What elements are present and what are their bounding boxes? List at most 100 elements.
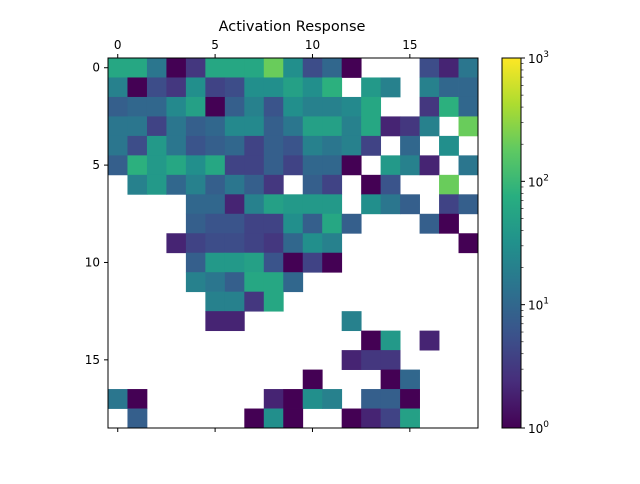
heatmap-cell — [263, 389, 284, 409]
heatmap-cell — [244, 135, 265, 156]
heatmap-cell — [419, 77, 440, 98]
heatmap-cell — [205, 233, 226, 254]
heatmap-cell — [400, 369, 420, 390]
heatmap-cell — [322, 96, 343, 117]
colorbar: 100 101 102 103 — [501, 50, 549, 436]
heatmap-cell — [127, 96, 148, 117]
heatmap-cell — [322, 233, 343, 254]
heatmap-cell — [341, 311, 362, 332]
chart-title: Activation Response — [219, 19, 366, 35]
heatmap-cell — [283, 408, 304, 429]
heatmap-cell — [302, 155, 323, 176]
heatmap-cell — [322, 58, 343, 78]
heatmap-cell — [283, 272, 304, 293]
colorbar-gradient — [502, 58, 521, 428]
heatmap-cell — [380, 77, 401, 98]
heatmap-cell — [205, 96, 226, 117]
heatmap-cell — [166, 135, 187, 156]
heatmap-cell — [322, 389, 343, 409]
heatmap-cell — [224, 233, 245, 254]
heatmap-cell — [185, 213, 206, 234]
heatmap-cell — [166, 96, 187, 117]
heatmap-cell — [224, 174, 245, 195]
heatmap-cell — [283, 389, 304, 409]
heatmap-cell — [361, 408, 382, 429]
heatmap-cell — [127, 174, 148, 195]
heatmap-cell — [283, 135, 304, 156]
heatmap-cell — [419, 116, 440, 137]
heatmap-cell — [244, 96, 265, 117]
heatmap-cell — [205, 291, 226, 312]
heatmap-cell — [224, 291, 245, 312]
heatmap-cell — [361, 194, 382, 215]
heatmap-cells — [108, 58, 479, 429]
heatmap-cell — [283, 233, 304, 254]
heatmap-cell — [108, 58, 128, 78]
heatmap-cell — [185, 233, 206, 254]
heatmap-cell — [322, 194, 343, 215]
heatmap-cell — [439, 194, 459, 215]
heatmap-cell — [361, 77, 382, 98]
heatmap-cell — [283, 116, 304, 137]
heatmap-cell — [361, 96, 382, 117]
colorbar-tick-label: 102 — [528, 173, 549, 189]
heatmap-cell — [341, 408, 362, 429]
heatmap-cell — [302, 135, 323, 156]
y-tick-label: 5 — [92, 158, 100, 172]
heatmap-cell — [263, 174, 284, 195]
heatmap-cell — [244, 194, 265, 215]
x-tick-label: 0 — [114, 38, 122, 52]
heatmap-cell — [244, 291, 265, 312]
heatmap-cell — [224, 77, 245, 98]
heatmap-cell — [263, 116, 284, 137]
heatmap-cell — [244, 233, 265, 254]
heatmap-cell — [302, 233, 323, 254]
heatmap-cell — [458, 194, 479, 215]
heatmap-cell — [302, 389, 323, 409]
heatmap-cell — [244, 155, 265, 176]
heatmap-cell — [439, 213, 459, 234]
heatmap-cell — [205, 252, 226, 273]
heatmap-cell — [166, 233, 187, 254]
heatmap-cell — [185, 252, 206, 273]
heatmap-cell — [400, 389, 420, 409]
heatmap-cell — [439, 135, 459, 156]
heatmap-cell — [205, 311, 226, 332]
heatmap-cell — [224, 155, 245, 176]
heatmap-cell — [205, 58, 226, 78]
heatmap-cell — [244, 58, 265, 78]
heatmap-cell — [283, 213, 304, 234]
heatmap-cell — [244, 77, 265, 98]
heatmap-cell — [127, 389, 148, 409]
x-tick-label: 5 — [211, 38, 219, 52]
heatmap-cell — [146, 77, 167, 98]
heatmap-cell — [224, 252, 245, 273]
heatmap-cell — [108, 135, 128, 156]
heatmap-cell — [108, 389, 128, 409]
heatmap-cell — [419, 96, 440, 117]
heatmap-cell — [205, 174, 226, 195]
heatmap-cell — [205, 155, 226, 176]
heatmap-cell — [283, 155, 304, 176]
heatmap-cell — [166, 174, 187, 195]
heatmap-cell — [244, 213, 265, 234]
heatmap-cell — [146, 174, 167, 195]
heatmap-cell — [302, 369, 323, 390]
heatmap-cell — [380, 116, 401, 137]
heatmap-cell — [341, 213, 362, 234]
heatmap-cell — [108, 116, 128, 137]
heatmap-cell — [439, 58, 459, 78]
heatmap-cell — [205, 213, 226, 234]
heatmap-cell — [185, 77, 206, 98]
heatmap-cell — [166, 155, 187, 176]
heatmap-cell — [458, 77, 479, 98]
heatmap-cell — [108, 155, 128, 176]
heatmap-cell — [263, 155, 284, 176]
heatmap-cell — [400, 116, 420, 137]
heatmap-cell — [263, 408, 284, 429]
heatmap-cell — [244, 252, 265, 273]
heatmap-cell — [244, 272, 265, 293]
heatmap-cell — [400, 194, 420, 215]
heatmap-cell — [283, 58, 304, 78]
heatmap-cell — [283, 77, 304, 98]
